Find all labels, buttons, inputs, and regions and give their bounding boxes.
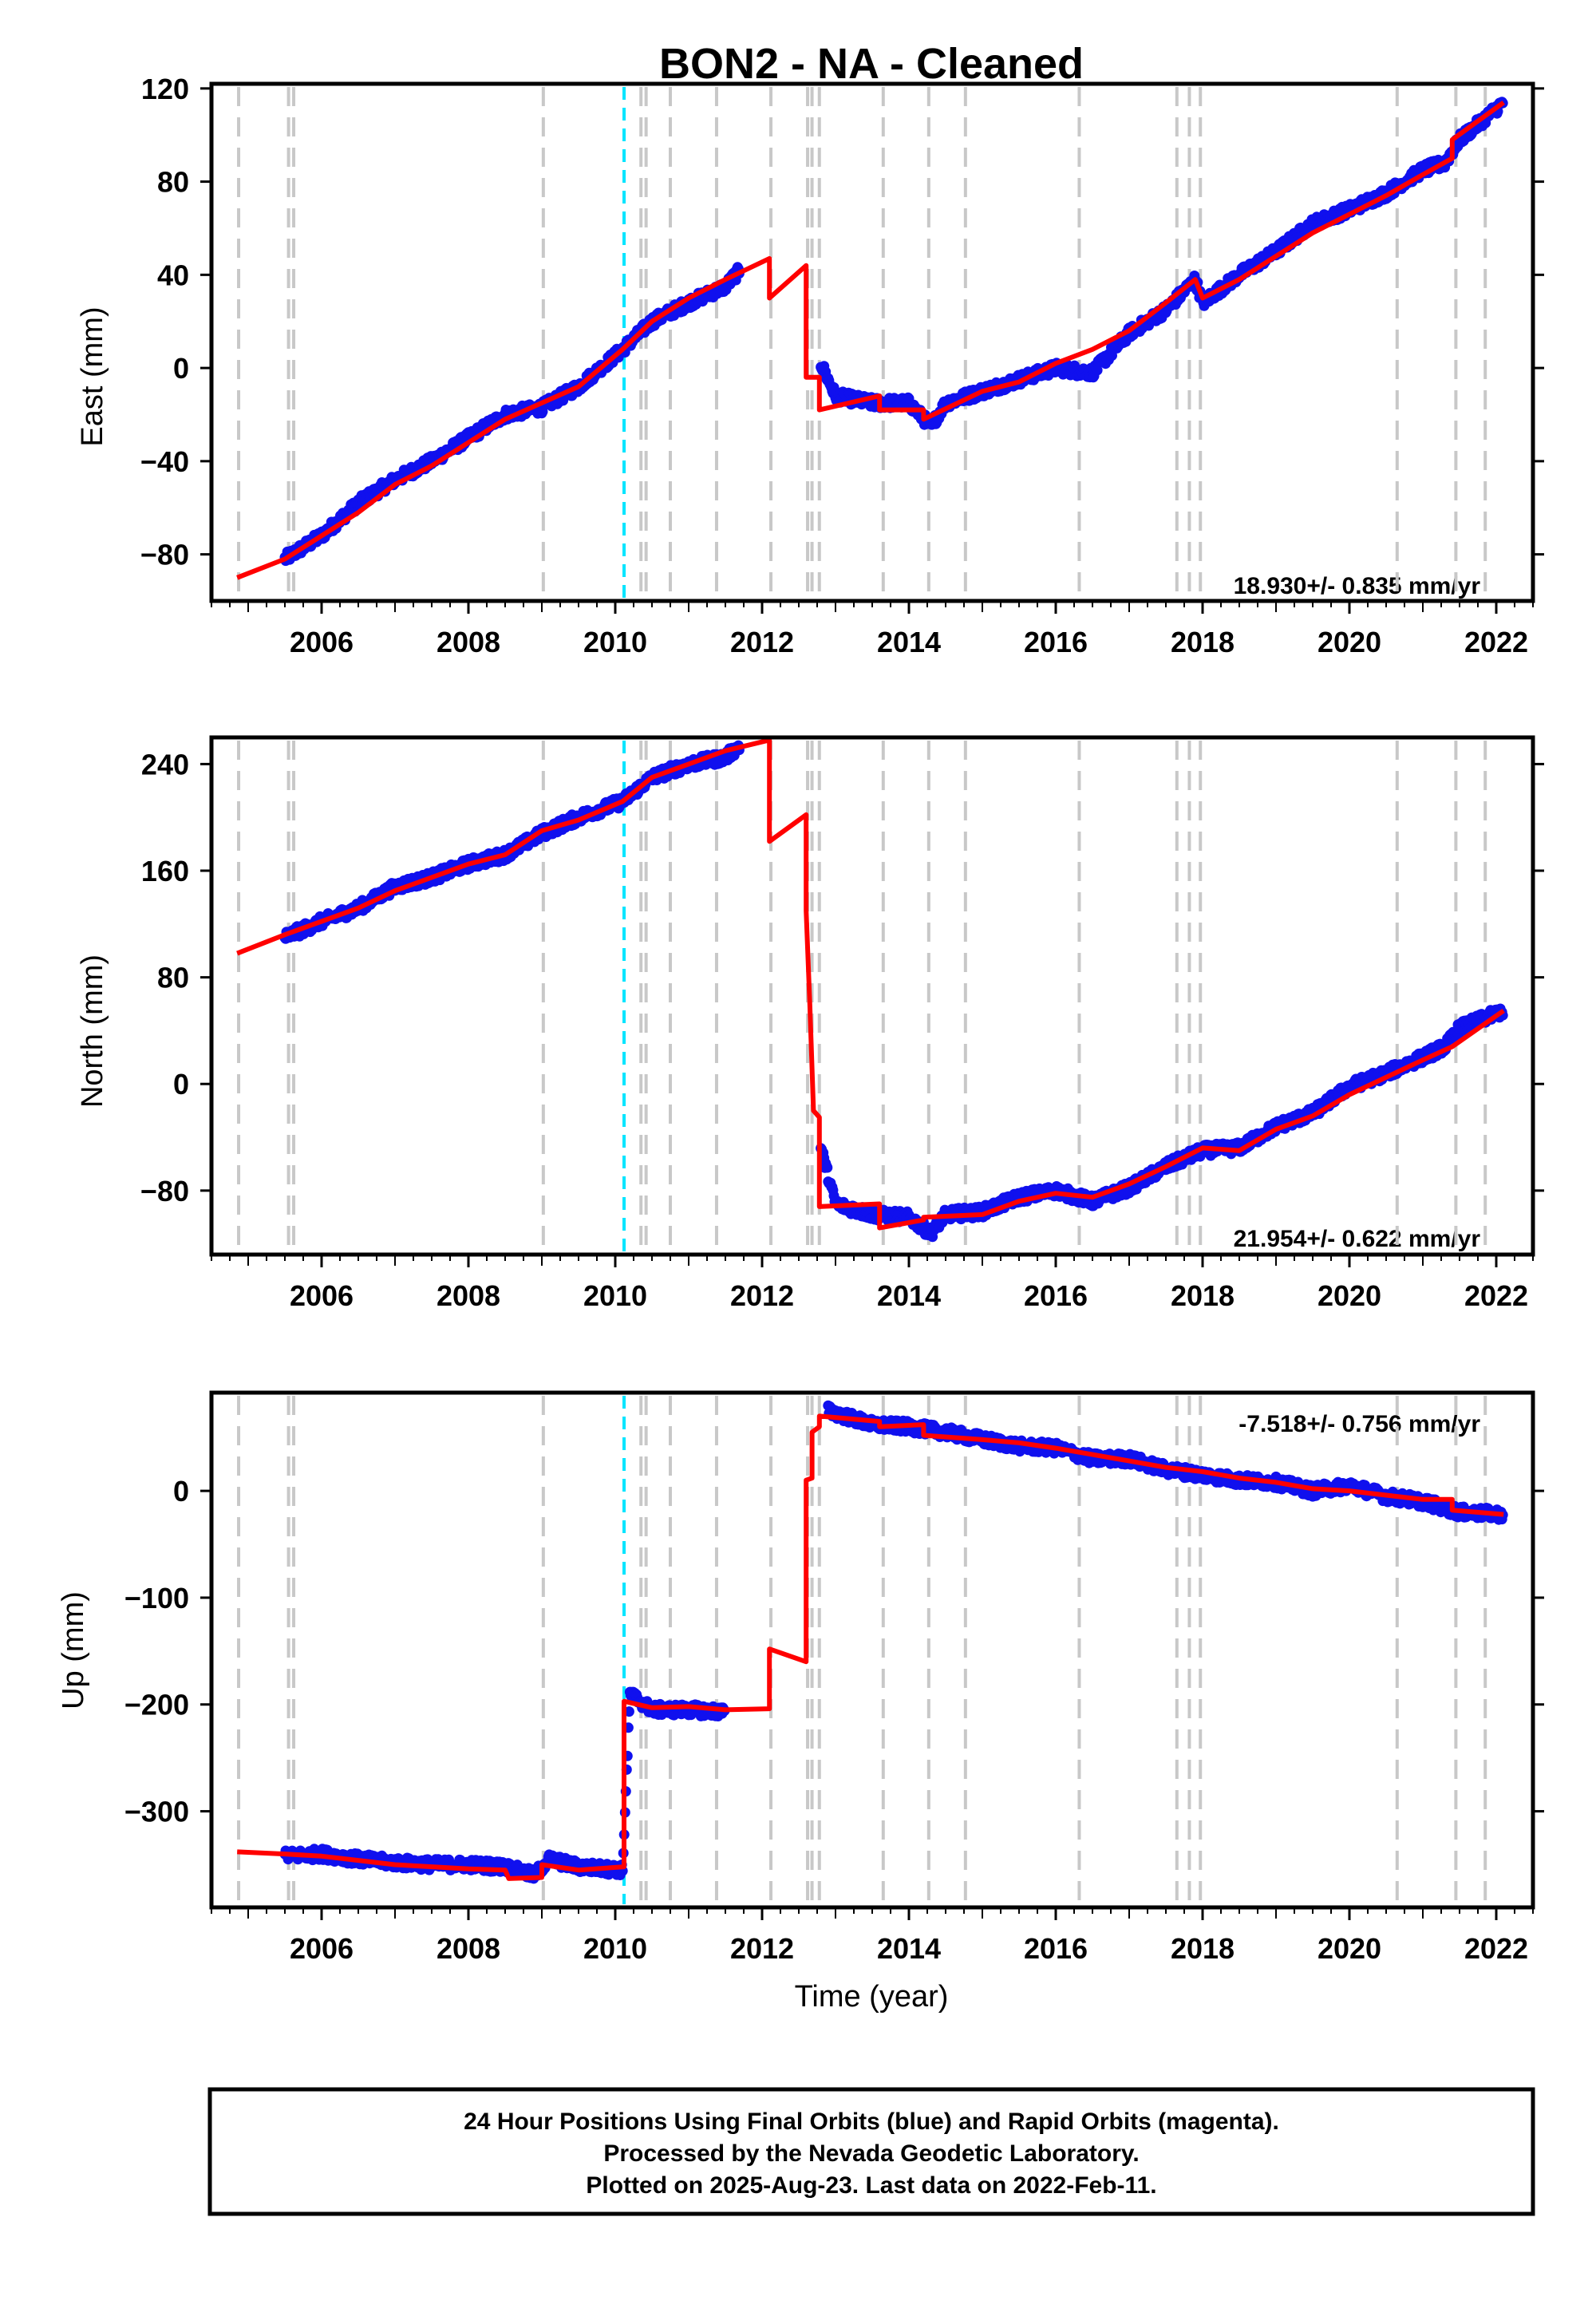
- up-rate-label: -7.518+/- 0.756 mm/yr: [1238, 1411, 1480, 1437]
- east-x-tick-label: 2008: [437, 626, 500, 658]
- east-x-tick-label: 2006: [290, 626, 354, 658]
- east-y-tick-label: 0: [173, 352, 189, 385]
- east-y-tick-label: −40: [140, 445, 189, 478]
- up-x-tick-label: 2018: [1171, 1932, 1235, 1965]
- up-y-tick-label: −100: [124, 1582, 189, 1614]
- up-y-tick-label: −200: [124, 1689, 189, 1721]
- up-x-tick-label: 2012: [730, 1932, 794, 1965]
- north-panel: North (mm) 21.954+/- 0.622 mm/yr −80 0 80 1…: [76, 735, 1544, 1312]
- east-x-tick-label: 2020: [1317, 626, 1381, 658]
- north-y-tick-label: 80: [157, 962, 189, 994]
- east-y-tick-label: 120: [141, 73, 189, 105]
- east-y-tick-label: 80: [157, 166, 189, 199]
- footer-line-1: 24 Hour Positions Using Final Orbits (bl…: [464, 2109, 1279, 2135]
- x-axis-label: Time (year): [795, 1980, 949, 2014]
- north-data-point: [822, 1162, 833, 1173]
- up-x-tick-label: 2010: [583, 1932, 647, 1965]
- east-panel: East (mm) 18.930+/- 0.835 mm/yr −80 −40 0 4…: [76, 73, 1544, 658]
- east-x-tick-label: 2016: [1024, 626, 1088, 658]
- east-y-axis-label: East (mm): [76, 306, 109, 446]
- north-x-tick-label: 2012: [730, 1279, 794, 1312]
- north-y-tick-label: −80: [140, 1175, 189, 1207]
- east-data-points: [279, 97, 1508, 567]
- north-x-tick-label: 2018: [1171, 1279, 1235, 1312]
- north-x-tick-label: 2020: [1317, 1279, 1381, 1312]
- up-x-tick-label: 2008: [437, 1932, 500, 1965]
- north-rate-label: 21.954+/- 0.622 mm/yr: [1234, 1226, 1481, 1252]
- up-x-tick-label: 2016: [1024, 1932, 1088, 1965]
- east-data-point: [1092, 365, 1103, 376]
- north-x-tick-label: 2016: [1024, 1279, 1088, 1312]
- north-y-tick-label: 0: [173, 1068, 189, 1101]
- north-y-tick-label: 160: [141, 855, 189, 887]
- east-x-tick-label: 2018: [1171, 626, 1235, 658]
- north-x-tick-label: 2014: [877, 1279, 941, 1312]
- up-x-tick-label: 2020: [1317, 1932, 1381, 1965]
- up-data-points: [279, 1400, 1508, 1884]
- north-x-tick-label: 2006: [290, 1279, 354, 1312]
- east-plot-frame: [209, 81, 1535, 603]
- east-x-tick-label: 2022: [1464, 626, 1528, 658]
- north-y-axis-label: North (mm): [76, 954, 109, 1108]
- north-model-line: [236, 737, 1505, 1231]
- up-panel: Up (mm) -7.518+/- 0.756 mm/yr −300 −200 −1…: [57, 1390, 1544, 1965]
- east-y-tick-label: −80: [140, 539, 189, 571]
- footer-line-3: Plotted on 2025-Aug-23. Last data on 202…: [586, 2172, 1156, 2199]
- figure-title: BON2 - NA - Cleaned: [659, 40, 1084, 88]
- up-plot-frame: [209, 1390, 1535, 1910]
- north-x-tick-label: 2010: [583, 1279, 647, 1312]
- up-x-tick-label: 2022: [1464, 1932, 1528, 1965]
- east-x-tick-label: 2014: [877, 626, 941, 658]
- up-x-tick-label: 2014: [877, 1932, 941, 1965]
- east-y-tick-label: 40: [157, 259, 189, 291]
- east-model-line: [236, 100, 1505, 580]
- up-y-tick-label: −300: [124, 1796, 189, 1828]
- east-x-tick-label: 2012: [730, 626, 794, 658]
- footer-box: 24 Hour Positions Using Final Orbits (bl…: [207, 2087, 1535, 2216]
- north-x-tick-label: 2022: [1464, 1279, 1528, 1312]
- footer-line-2: Processed by the Nevada Geodetic Laborat…: [603, 2140, 1139, 2167]
- up-y-axis-label: Up (mm): [57, 1591, 90, 1709]
- up-x-tick-label: 2006: [290, 1932, 354, 1965]
- up-y-tick-label: 0: [173, 1475, 189, 1508]
- north-plot-frame: [209, 735, 1535, 1257]
- east-x-tick-label: 2010: [583, 626, 647, 658]
- east-rate-label: 18.930+/- 0.835 mm/yr: [1234, 573, 1481, 599]
- north-data-points: [279, 740, 1508, 1243]
- north-y-tick-label: 240: [141, 748, 189, 781]
- north-x-tick-label: 2008: [437, 1279, 500, 1312]
